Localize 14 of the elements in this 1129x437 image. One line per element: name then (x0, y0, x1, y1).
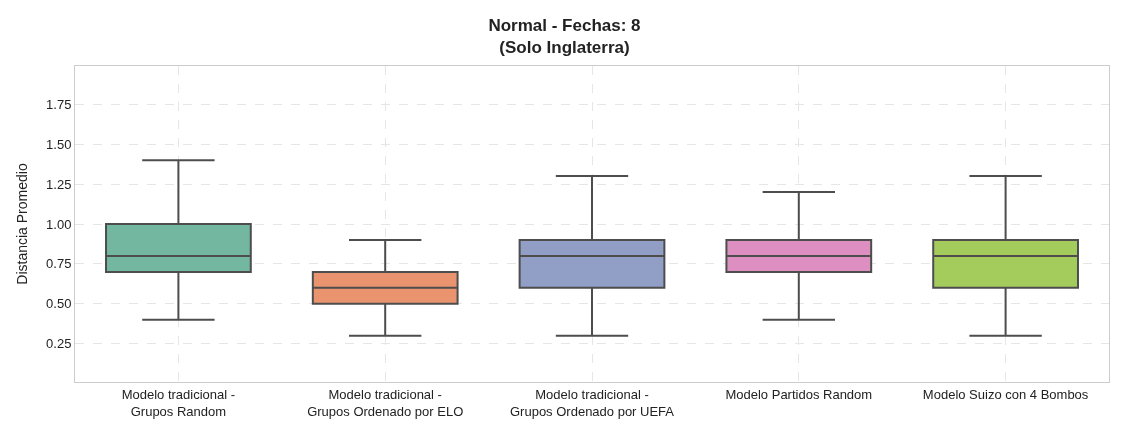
y-tick-label: 1.75 (46, 96, 72, 112)
x-tick-label: Modelo tradicional - Grupos Ordenado por UEFA (509, 386, 675, 419)
x-tick-label: Modelo Suizo con 4 Bombos (922, 386, 1089, 402)
y-tick-label: 0.50 (46, 296, 72, 312)
y-tick-label: 1.25 (46, 176, 72, 192)
y-tick-label: 1.00 (46, 216, 72, 232)
chart-title: Normal - Fechas: 8 (Solo Inglaterra) (488, 15, 641, 57)
x-tick-label: Modelo tradicional - Grupos Ordenado por ELO (307, 386, 464, 419)
y-tick-label: 1.50 (46, 136, 72, 152)
x-tick-label: Modelo tradicional - Grupos Random (121, 386, 236, 419)
y-tick-label: 0.25 (46, 336, 72, 352)
y-tick-label: 0.75 (46, 256, 72, 272)
y-axis-title: Distancia Promedio (13, 163, 30, 285)
x-tick-label: Modelo Partidos Random (725, 386, 873, 402)
